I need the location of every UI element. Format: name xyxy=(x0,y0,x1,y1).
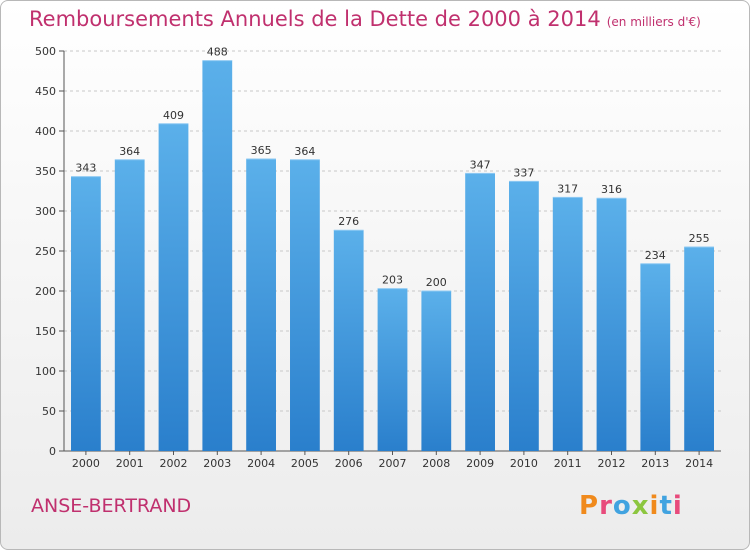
bar xyxy=(465,173,495,451)
bar-value-label: 343 xyxy=(75,162,96,175)
x-tick-label: 2005 xyxy=(291,457,319,470)
bar xyxy=(333,230,364,451)
x-tick-label: 2010 xyxy=(510,457,538,470)
x-tick-label: 2001 xyxy=(116,457,144,470)
y-tick-label: 0 xyxy=(49,445,56,458)
bar-value-label: 200 xyxy=(426,276,447,289)
title-text: Remboursements Annuels de la Dette de 20… xyxy=(29,7,601,31)
y-tick-label: 200 xyxy=(35,285,56,298)
bar xyxy=(71,176,101,451)
bar-value-label: 364 xyxy=(119,145,140,158)
y-tick-label: 300 xyxy=(35,205,56,218)
x-tick-label: 2013 xyxy=(641,457,669,470)
x-tick-label: 2000 xyxy=(72,457,100,470)
bar xyxy=(114,159,145,452)
bar-value-label: 255 xyxy=(689,232,710,245)
x-tick-label: 2007 xyxy=(379,457,407,470)
bar xyxy=(158,123,189,452)
bar xyxy=(421,291,452,451)
y-tick-label: 50 xyxy=(42,405,56,418)
bar-value-label: 364 xyxy=(294,145,315,158)
x-tick-label: 2011 xyxy=(554,457,582,470)
x-tick-label: 2003 xyxy=(203,457,231,470)
bar-value-label: 488 xyxy=(207,46,228,59)
y-tick-label: 150 xyxy=(35,325,56,338)
logo-letter: r xyxy=(599,491,613,521)
bar-value-label: 234 xyxy=(645,249,666,262)
x-tick-label: 2014 xyxy=(685,457,713,470)
x-tick-label: 2004 xyxy=(247,457,275,470)
bar xyxy=(596,198,627,451)
y-tick-label: 400 xyxy=(35,125,56,138)
bar-value-label: 317 xyxy=(557,182,578,195)
x-tick-label: 2012 xyxy=(598,457,626,470)
x-tick-label: 2008 xyxy=(422,457,450,470)
bar xyxy=(202,60,233,451)
chart-subtitle: (en milliers d'€) xyxy=(606,15,701,29)
logo-letter: o xyxy=(612,491,632,521)
logo-letter: P xyxy=(579,491,600,521)
bar-value-label: 276 xyxy=(338,215,359,228)
bar xyxy=(552,197,583,451)
bar xyxy=(246,159,276,451)
bar-value-label: 409 xyxy=(163,109,184,122)
logo-letter: x xyxy=(631,491,650,521)
bar-value-label: 203 xyxy=(382,274,403,287)
bar-value-label: 365 xyxy=(251,144,272,157)
bar xyxy=(640,263,671,451)
bar-value-label: 316 xyxy=(601,183,622,196)
proxiti-logo: Proxiti xyxy=(579,491,683,521)
y-tick-label: 450 xyxy=(35,85,56,98)
y-tick-label: 100 xyxy=(35,365,56,378)
y-tick-label: 350 xyxy=(35,165,56,178)
logo-letter: t xyxy=(659,491,673,521)
x-tick-label: 2009 xyxy=(466,457,494,470)
bar xyxy=(377,288,408,451)
bar xyxy=(509,181,539,451)
logo-letter: i xyxy=(649,491,660,521)
y-tick-label: 500 xyxy=(35,45,56,58)
bar xyxy=(290,159,320,452)
bar-value-label: 337 xyxy=(513,166,534,179)
y-tick-label: 250 xyxy=(35,245,56,258)
commune-name: ANSE-BERTRAND xyxy=(31,495,192,517)
bar-value-label: 347 xyxy=(470,158,491,171)
chart-title: Remboursements Annuels de la Dette de 20… xyxy=(29,7,701,31)
bar xyxy=(684,247,714,451)
logo-letter: i xyxy=(672,491,683,521)
x-tick-label: 2002 xyxy=(160,457,188,470)
x-tick-label: 2006 xyxy=(335,457,363,470)
